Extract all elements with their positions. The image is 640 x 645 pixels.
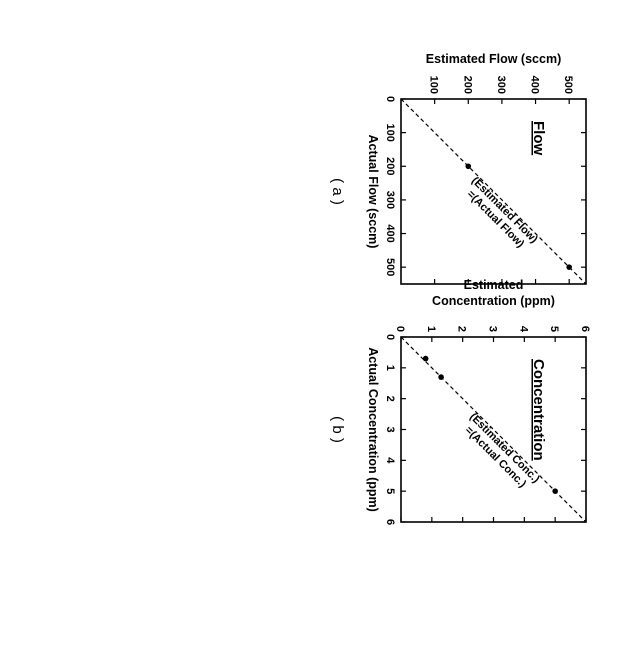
x-tick-label: 1 [384, 365, 396, 371]
x-tick-label: 5 [384, 488, 396, 494]
panel-caption: ( b ) [329, 416, 346, 443]
x-tick-label: 100 [384, 123, 396, 141]
y-tick-label: 2 [456, 326, 468, 332]
panel-a: 0 100 200 300 400 500 100 200 300 400 500 Actual Fl… [329, 52, 586, 284]
y-tick-label: 300 [495, 76, 507, 94]
x-tick-label: 4 [384, 457, 396, 464]
x-tick-label: 300 [384, 191, 396, 209]
x-axis-label: Actual Concentration (ppm) [366, 347, 380, 512]
y-axis-label-line1: Estimated [464, 278, 524, 292]
y-axis-label-line2: Concentration (ppm) [432, 294, 555, 308]
x-tick-label: 2 [384, 396, 396, 402]
y-tick-label: 100 [428, 76, 440, 94]
x-tick-label: 200 [384, 157, 396, 175]
x-tick-label: 3 [384, 426, 396, 432]
data-point [552, 488, 558, 494]
x-tick-label: 400 [384, 224, 396, 242]
data-point [465, 163, 471, 169]
y-tick-label: 400 [529, 76, 541, 94]
data-point [566, 264, 572, 270]
y-tick-label: 200 [461, 76, 473, 94]
x-axis-label: Actual Flow (sccm) [366, 135, 380, 249]
y-tick-label: 5 [548, 326, 560, 332]
x-tick-label: 500 [384, 258, 396, 276]
y-tick-label: 1 [425, 326, 437, 332]
x-tick-label: 6 [384, 519, 396, 525]
data-point [423, 356, 429, 362]
panel-title: Flow [530, 121, 547, 155]
panel-title: Concentration [530, 359, 547, 461]
panel-caption: ( a ) [329, 178, 346, 205]
x-tick-label: 0 [384, 334, 396, 340]
y-tick-label: 6 [579, 326, 591, 332]
y-tick-label: 4 [517, 326, 529, 333]
y-tick-label: 3 [487, 326, 499, 332]
data-point [438, 374, 444, 380]
y-axis-label: Estimated Flow (sccm) [426, 52, 561, 66]
y-tick-label: 500 [562, 76, 574, 94]
x-tick-label: 0 [384, 96, 396, 102]
y-tick-label: 0 [394, 326, 406, 332]
panel-b: 0 1 2 3 4 5 6 0 1 2 3 4 5 6 Actual Concentration (ppm)… [329, 278, 591, 525]
